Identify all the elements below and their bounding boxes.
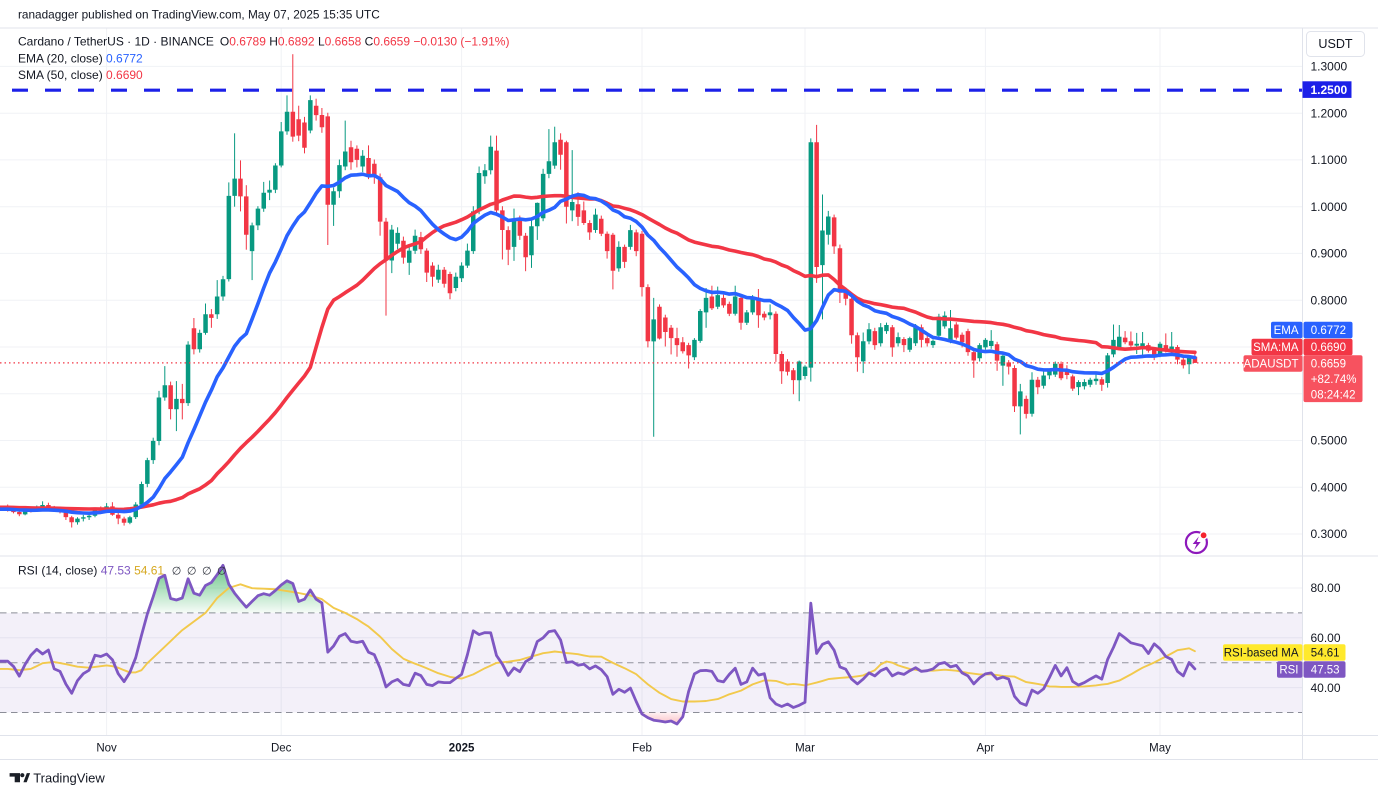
svg-text:1.2000: 1.2000 (1311, 106, 1348, 120)
svg-text:SMA (50, close) 0.6690: SMA (50, close) 0.6690 (18, 68, 143, 82)
svg-text:Dec: Dec (271, 743, 292, 755)
svg-text:EMA (20, close) 0.6772: EMA (20, close) 0.6772 (18, 52, 143, 66)
svg-text:RSI (14, close) 47.53 54.61 ∅: RSI (14, close) 47.53 54.61 ∅ ∅ ∅ ∅ (18, 564, 227, 578)
svg-text:1.1000: 1.1000 (1311, 153, 1348, 167)
svg-text:ranadagger published on Tradin: ranadagger published on TradingView.com,… (18, 8, 380, 22)
svg-text:TradingView: TradingView (33, 770, 105, 785)
svg-text:0.8000: 0.8000 (1311, 293, 1348, 307)
svg-text:RSI-based MA: RSI-based MA (1224, 648, 1299, 660)
svg-text:0.6690: 0.6690 (1311, 342, 1346, 354)
svg-text:2025: 2025 (449, 743, 475, 755)
svg-text:40.00: 40.00 (1311, 681, 1341, 695)
svg-text:1.2500: 1.2500 (1311, 83, 1348, 97)
svg-text:80.00: 80.00 (1311, 581, 1341, 595)
svg-text:0.4000: 0.4000 (1311, 480, 1348, 494)
svg-text:RSI: RSI (1279, 665, 1298, 677)
svg-text:1.0000: 1.0000 (1311, 200, 1348, 214)
svg-text:Feb: Feb (632, 743, 652, 755)
svg-text:Mar: Mar (795, 743, 815, 755)
svg-text:60.00: 60.00 (1311, 631, 1341, 645)
svg-text:0.3000: 0.3000 (1311, 527, 1348, 541)
svg-text:0.6772: 0.6772 (1311, 325, 1346, 337)
svg-text:47.53: 47.53 (1311, 665, 1340, 677)
svg-text:54.61: 54.61 (1311, 648, 1340, 660)
svg-text:0.6659: 0.6659 (1311, 359, 1346, 371)
svg-text:SMA:MA: SMA:MA (1253, 342, 1299, 354)
svg-text:Apr: Apr (976, 743, 994, 755)
svg-text:1.3000: 1.3000 (1311, 60, 1348, 74)
svg-text:0.9000: 0.9000 (1311, 247, 1348, 261)
svg-text:Cardano / TetherUS · 1D · BINA: Cardano / TetherUS · 1D · BINANCE O0.678… (18, 35, 509, 49)
svg-text:+82.74%: +82.74% (1311, 374, 1357, 386)
svg-text:08:24:42: 08:24:42 (1311, 389, 1356, 401)
svg-text:USDT: USDT (1318, 37, 1353, 51)
svg-text:Nov: Nov (96, 743, 117, 755)
svg-text:0.5000: 0.5000 (1311, 434, 1348, 448)
svg-text:May: May (1149, 743, 1171, 755)
svg-text:EMA: EMA (1274, 325, 1299, 337)
svg-text:ADAUSDT: ADAUSDT (1244, 359, 1299, 371)
